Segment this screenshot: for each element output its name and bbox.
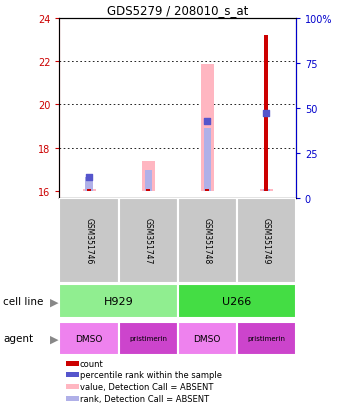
Text: ▶: ▶ bbox=[50, 297, 58, 306]
Bar bbox=[204, 129, 211, 192]
Bar bbox=[237, 198, 296, 283]
Bar bbox=[142, 161, 155, 192]
Bar bbox=[119, 198, 177, 283]
Bar bbox=[177, 285, 296, 318]
Bar bbox=[59, 322, 119, 355]
Bar bbox=[146, 190, 150, 192]
Text: pristimerin: pristimerin bbox=[129, 336, 167, 342]
Text: value, Detection Call = ABSENT: value, Detection Call = ABSENT bbox=[80, 382, 213, 391]
Bar bbox=[237, 322, 296, 355]
Bar bbox=[87, 190, 91, 192]
Bar bbox=[177, 322, 237, 355]
Point bbox=[204, 118, 210, 125]
Title: GDS5279 / 208010_s_at: GDS5279 / 208010_s_at bbox=[107, 5, 248, 17]
Bar bbox=[260, 190, 273, 192]
Text: GSM351747: GSM351747 bbox=[143, 217, 153, 264]
Bar bbox=[119, 322, 177, 355]
Point bbox=[264, 111, 269, 117]
Text: U266: U266 bbox=[222, 297, 251, 306]
Text: GSM351746: GSM351746 bbox=[85, 217, 94, 264]
Text: pristimerin: pristimerin bbox=[247, 336, 285, 342]
Text: GSM351749: GSM351749 bbox=[262, 217, 271, 264]
Text: agent: agent bbox=[3, 334, 34, 344]
Text: H929: H929 bbox=[104, 297, 133, 306]
Text: percentile rank within the sample: percentile rank within the sample bbox=[80, 370, 222, 380]
Point bbox=[86, 174, 92, 181]
Text: cell line: cell line bbox=[3, 297, 44, 306]
Bar bbox=[205, 190, 209, 192]
Bar bbox=[177, 198, 237, 283]
Text: DMSO: DMSO bbox=[193, 334, 221, 343]
Bar bbox=[201, 65, 214, 192]
Bar bbox=[264, 36, 268, 192]
Text: DMSO: DMSO bbox=[75, 334, 103, 343]
Bar bbox=[59, 285, 177, 318]
Text: ▶: ▶ bbox=[50, 334, 58, 344]
Text: GSM351748: GSM351748 bbox=[203, 218, 212, 263]
Bar bbox=[83, 190, 96, 192]
Bar bbox=[144, 170, 152, 192]
Text: count: count bbox=[80, 359, 104, 368]
Bar bbox=[85, 178, 92, 192]
Text: rank, Detection Call = ABSENT: rank, Detection Call = ABSENT bbox=[80, 394, 209, 403]
Bar bbox=[59, 198, 119, 283]
Bar bbox=[263, 190, 270, 192]
